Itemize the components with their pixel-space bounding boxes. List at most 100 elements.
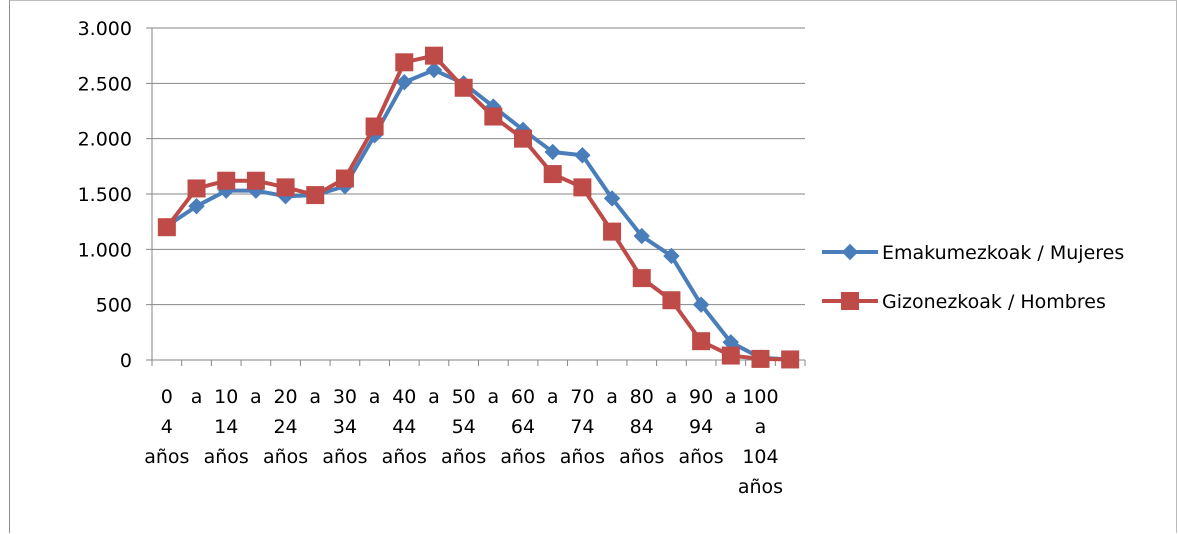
data-point-square — [365, 117, 384, 136]
data-point-square — [692, 332, 711, 351]
x-tick-label-line: años — [382, 446, 427, 468]
x-tick-label-line: 14 — [214, 416, 238, 438]
x-tick-label-line: a — [606, 386, 618, 408]
legend-label: Emakumezkoak / Mujeres — [882, 242, 1124, 264]
y-tick-label: 2.000 — [78, 129, 132, 151]
data-point-diamond — [692, 296, 710, 313]
x-tick-label: a — [250, 386, 262, 408]
x-tick-label-line: 80 — [630, 386, 654, 408]
x-tick-label-line: años — [441, 446, 486, 468]
data-point-square — [395, 53, 414, 72]
data-point-square — [514, 129, 533, 148]
data-point-diamond — [574, 147, 591, 164]
data-point-diamond — [396, 74, 413, 91]
x-tick-label-line: 54 — [452, 416, 476, 438]
x-tick-label-line: 100 — [742, 386, 778, 408]
x-tick-label: a — [369, 386, 381, 408]
series-1 — [158, 61, 799, 368]
x-tick-label: 70 74 años — [560, 386, 605, 468]
x-tick-label: 80 84 años — [619, 386, 664, 468]
y-tick-label: 2.500 — [78, 73, 132, 95]
data-point-square — [246, 171, 265, 190]
x-tick-label-line: años — [322, 446, 367, 468]
data-point-square — [543, 165, 562, 184]
axes — [146, 27, 806, 366]
x-tick-label-line: años — [263, 446, 308, 468]
legend-item: Gizonezkoak / Hombres — [822, 291, 1106, 313]
x-tick-label-line: 60 — [511, 386, 535, 408]
x-tick-label-line: 104 — [742, 446, 778, 468]
x-tick-label-line: a — [488, 386, 500, 408]
series-2 — [157, 46, 800, 369]
x-tick-label-line: a — [666, 386, 678, 408]
x-tick-label-line: a — [309, 386, 321, 408]
x-tick-label: 90 94 años — [679, 386, 724, 468]
x-tick-label-line: 70 — [570, 386, 594, 408]
x-tick-label-line: a — [250, 386, 262, 408]
x-tick-label-line: 90 — [689, 386, 713, 408]
data-point-square — [662, 291, 681, 310]
x-tick-label: 30 34 años — [322, 386, 367, 468]
x-tick-label-line: a — [369, 386, 381, 408]
x-tick-label: a — [488, 386, 500, 408]
x-tick-label: 20 24 años — [263, 386, 308, 468]
x-tick-label-line: años — [560, 446, 605, 468]
x-tick-label-line: a — [547, 386, 559, 408]
x-tick-label-line: años — [738, 476, 783, 498]
y-axis-ticks: 0 500 1.000 1.500 2.000 2.500 3.000 — [78, 18, 132, 372]
legend-label: Gizonezkoak / Hombres — [882, 291, 1106, 313]
data-point-square — [276, 178, 295, 197]
data-point-square — [721, 346, 740, 365]
data-point-square — [306, 186, 325, 205]
x-tick-label: a — [428, 386, 440, 408]
x-tick-label: a — [666, 386, 678, 408]
y-tick-label: 1.000 — [78, 239, 132, 261]
x-tick-label: 0 4 años — [144, 386, 189, 468]
data-point-square — [335, 169, 354, 188]
x-tick-label-line: a — [428, 386, 440, 408]
data-point-square — [632, 269, 651, 288]
legend: Emakumezkoak / Mujeres Gizonezkoak / Homb… — [822, 242, 1124, 313]
x-tick-label: 40 44 años — [382, 386, 427, 468]
x-tick-label-line: 0 — [161, 386, 173, 408]
x-tick-label-line: años — [619, 446, 664, 468]
data-point-square — [484, 107, 503, 126]
series-line — [165, 68, 791, 362]
y-tick-label: 0 — [120, 350, 132, 372]
x-axis-ticks: 0 4 años a 10 14 años a 20 24 años a 30 34 años a 40 44 añ… — [144, 386, 783, 498]
x-tick-label: a — [191, 386, 203, 408]
data-point-diamond — [603, 190, 621, 207]
x-tick-label-line: 4 — [161, 416, 173, 438]
chart-frame — [9, 0, 1177, 533]
data-point-diamond — [841, 243, 859, 261]
x-tick-label-line: años — [204, 446, 249, 468]
x-tick-label: 60 64 años — [500, 386, 545, 468]
x-tick-label-line: 74 — [570, 416, 594, 438]
gridlines — [152, 27, 805, 306]
x-tick-label-line: a — [725, 386, 737, 408]
x-tick-label: a — [309, 386, 321, 408]
x-tick-label-line: 84 — [630, 416, 654, 438]
x-tick-label-line: 10 — [214, 386, 238, 408]
data-point-square — [573, 178, 592, 197]
data-point-square — [751, 349, 770, 368]
data-point-square — [454, 78, 473, 97]
x-tick-label-line: 24 — [273, 416, 297, 438]
x-tick-label-line: años — [144, 446, 189, 468]
data-point-square — [187, 179, 206, 198]
x-tick-label-line: años — [500, 446, 545, 468]
x-tick-label: 50 54 años — [441, 386, 486, 468]
data-point-diamond — [425, 61, 443, 79]
x-tick-label: a — [547, 386, 559, 408]
x-tick-label: a — [725, 386, 737, 408]
x-tick-label-line: 40 — [392, 386, 416, 408]
x-tick-label-line: años — [679, 446, 724, 468]
y-tick-label: 1.500 — [78, 184, 132, 206]
data-point-diamond — [544, 143, 561, 161]
x-tick-label: 10 14 años — [204, 386, 249, 468]
x-tick-label-line: 20 — [273, 386, 297, 408]
x-tick-label-line: 30 — [333, 386, 357, 408]
x-tick-label-line: 50 — [452, 386, 476, 408]
x-tick-label-line: a — [191, 386, 203, 408]
